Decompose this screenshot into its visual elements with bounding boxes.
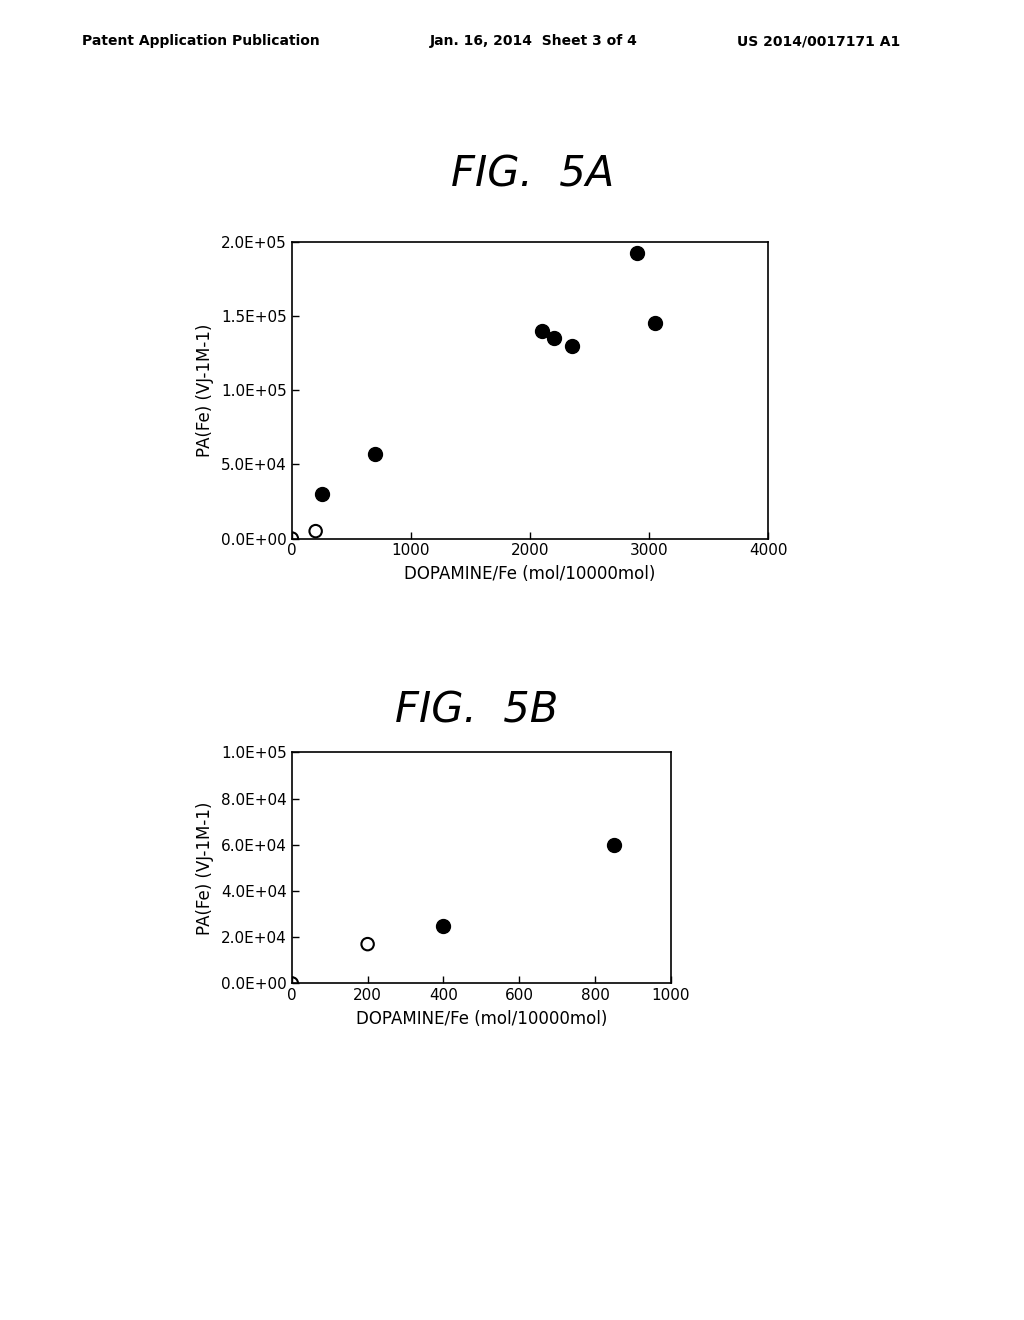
Text: US 2014/0017171 A1: US 2014/0017171 A1 — [737, 34, 900, 49]
X-axis label: DOPAMINE/Fe (mol/10000mol): DOPAMINE/Fe (mol/10000mol) — [355, 1010, 607, 1028]
Point — [546, 327, 562, 348]
Text: FIG.  5A: FIG. 5A — [451, 153, 614, 195]
Point — [563, 335, 580, 356]
Y-axis label: PA(Fe) (VJ-1M-1): PA(Fe) (VJ-1M-1) — [197, 801, 214, 935]
Point — [313, 483, 330, 504]
Point — [534, 321, 550, 342]
Point — [367, 444, 383, 465]
Point — [359, 933, 376, 954]
Text: FIG.  5B: FIG. 5B — [394, 689, 558, 731]
Point — [284, 528, 300, 549]
Point — [435, 915, 452, 936]
Point — [606, 834, 623, 855]
Point — [307, 520, 324, 541]
Y-axis label: PA(Fe) (VJ-1M-1): PA(Fe) (VJ-1M-1) — [197, 323, 214, 457]
Point — [284, 973, 300, 994]
X-axis label: DOPAMINE/Fe (mol/10000mol): DOPAMINE/Fe (mol/10000mol) — [404, 565, 655, 583]
Text: Jan. 16, 2014  Sheet 3 of 4: Jan. 16, 2014 Sheet 3 of 4 — [430, 34, 638, 49]
Text: Patent Application Publication: Patent Application Publication — [82, 34, 319, 49]
Point — [647, 313, 664, 334]
Point — [629, 243, 645, 264]
